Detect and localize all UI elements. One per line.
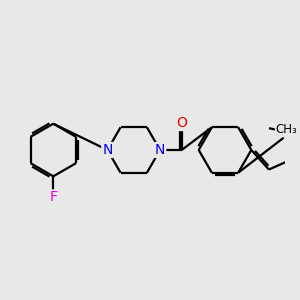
Text: O: O <box>176 116 187 130</box>
Text: N: N <box>285 126 296 140</box>
Text: F: F <box>49 190 57 204</box>
Text: CH₃: CH₃ <box>276 123 298 136</box>
Text: N: N <box>155 143 165 157</box>
Text: N: N <box>102 143 112 157</box>
